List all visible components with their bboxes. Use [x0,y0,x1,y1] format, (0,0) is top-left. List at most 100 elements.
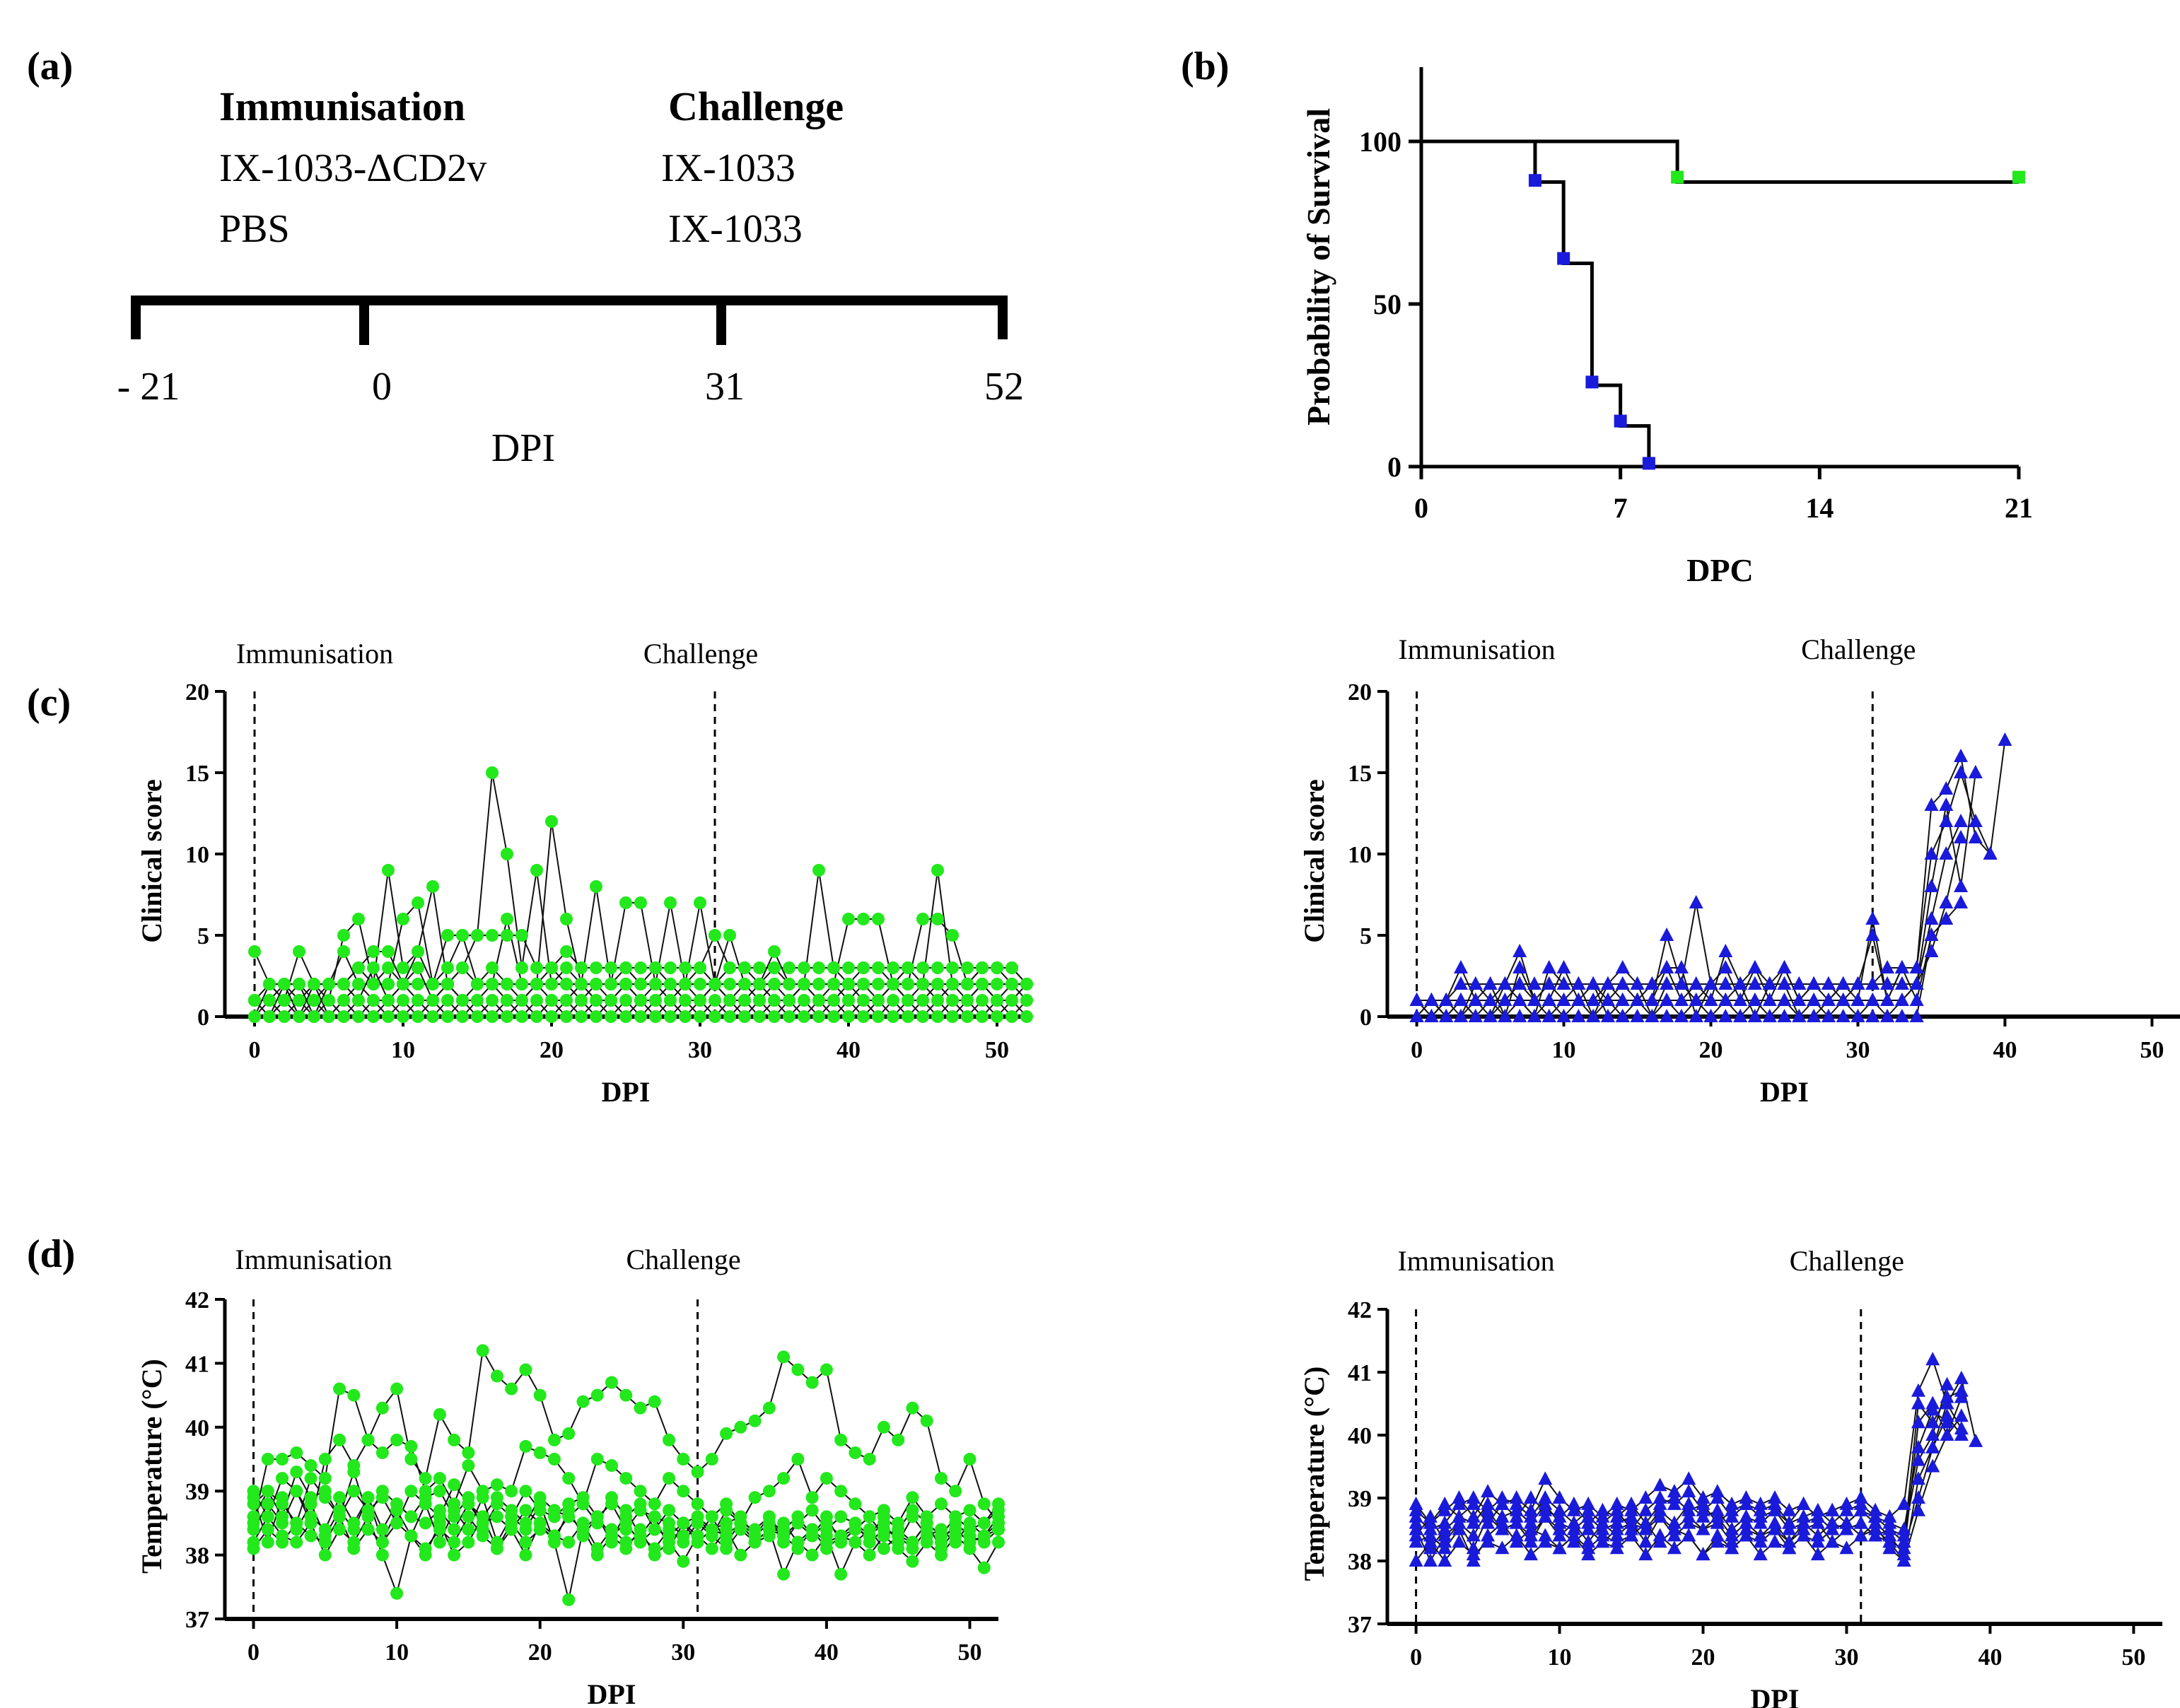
y-tick-label: 37 [185,1607,209,1633]
data-point [872,994,885,1007]
data-point [1925,1458,1940,1473]
data-point [872,961,885,974]
data-point [1667,1528,1681,1542]
data-point [1792,1009,1807,1022]
data-point [397,1010,409,1023]
data-point [1880,960,1895,973]
data-point [1796,1496,1811,1510]
data-point [1630,1009,1645,1022]
data-point [1552,1540,1567,1555]
data-point [441,961,454,974]
data-point [1718,944,1733,957]
data-point [1498,993,1512,1006]
data-point [462,1536,475,1549]
data-point [590,994,602,1007]
data-point [762,1510,776,1523]
data-point [471,1010,484,1023]
data-point [920,1414,933,1427]
data-point [276,1516,289,1530]
data-point [471,994,484,1007]
data-point [1638,1502,1653,1516]
x-tick-label: 7 [1614,492,1628,524]
x-tick-label: 21 [2005,492,2033,524]
data-point [1512,960,1527,973]
data-point [931,913,944,925]
data-point [961,961,974,974]
data-point [263,994,276,1007]
data-point [433,1523,446,1536]
data-point [791,1536,805,1549]
data-point [1821,993,1836,1006]
data-point [663,1472,676,1485]
data-point [1825,1502,1840,1516]
data-point [664,961,677,974]
data-point [753,1010,766,1023]
data-point [920,1516,933,1530]
data-point [963,1516,977,1530]
data-point [530,994,543,1007]
data-point [1638,1490,1653,1504]
data-point [505,1485,518,1498]
data-point [419,1542,432,1555]
data-point [1653,1528,1667,1542]
data-point [1595,1534,1610,1548]
data-point [515,1010,528,1023]
data-point [857,961,870,974]
data-point [1481,1515,1496,1529]
data-point [575,994,588,1007]
data-point [519,1504,532,1517]
data-point [1571,976,1586,990]
challenge-annotation: Challenge [643,638,758,669]
data-point [902,994,914,1007]
data-point [691,1466,704,1479]
data-point [863,1529,876,1543]
data-point [261,1453,274,1466]
data-point [547,1453,561,1466]
data-point [649,994,662,1007]
data-point [290,1446,303,1459]
data-point [375,1523,389,1536]
data-point [705,1542,718,1555]
survival-chart: 0 50 100 0 7 14 21 DPC Probability of Survival [1300,67,2033,588]
y-tick-label: 10 [1348,842,1372,868]
data-point [1481,1534,1496,1548]
data-point [877,1420,890,1434]
data-point [820,1363,833,1376]
data-point [1595,1502,1610,1516]
data-point [677,1516,690,1530]
data-point [1638,1534,1653,1548]
data-point [519,1536,532,1549]
data-point [375,1548,389,1562]
data-point [412,994,424,1007]
data-point [694,1010,706,1023]
data-point [590,961,602,974]
challenge-annotation: Challenge [1801,633,1916,665]
data-point [748,1491,762,1504]
data-point [1409,993,1424,1006]
data-point [1868,1509,1883,1523]
panel-label-c: (c) [27,681,71,725]
data-point [1653,1496,1667,1510]
y-tick-label: 20 [1348,679,1372,706]
censor-mark [1671,170,1684,184]
data-point [1968,830,1983,843]
data-point [318,1472,332,1485]
data-point [1438,1553,1452,1567]
data-point [842,1010,855,1023]
data-point [448,1433,461,1446]
data-point [605,1376,618,1389]
data-point [333,1433,346,1446]
y-tick-label: 39 [1348,1486,1372,1512]
data-point [619,1472,633,1485]
data-point [1821,976,1836,990]
data-point [1624,1515,1639,1529]
data-point [1453,960,1468,973]
data-point [1733,976,1748,990]
data-point [1556,960,1571,973]
data-point [705,1453,718,1466]
data-point [352,961,365,974]
data-point [677,1555,690,1568]
censor-mark [1585,375,1599,389]
data-point [1452,1534,1467,1548]
data-point [456,994,469,1007]
